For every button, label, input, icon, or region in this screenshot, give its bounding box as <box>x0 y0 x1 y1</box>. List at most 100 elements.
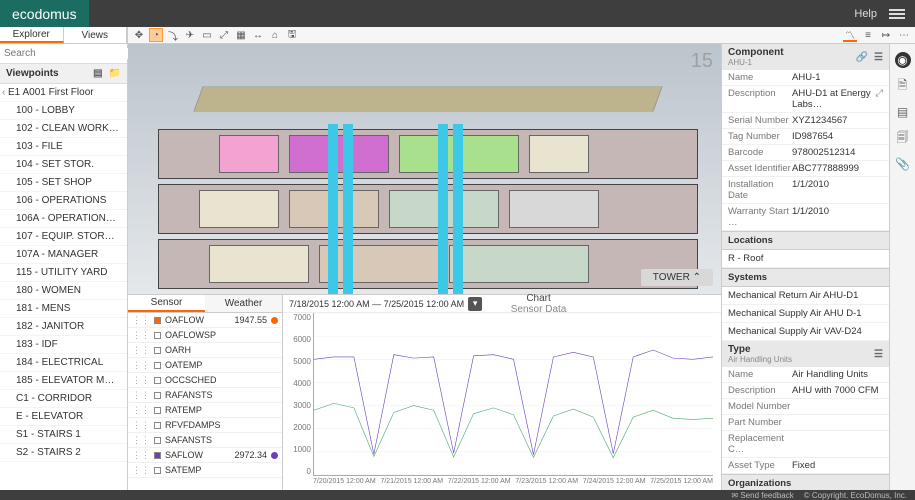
tower-button[interactable]: TOWER ⌃ <box>641 269 713 286</box>
viewpoint-item[interactable]: 182 - JANITOR <box>0 318 127 336</box>
tab-sensor[interactable]: Sensor <box>128 295 205 312</box>
chart-date-range[interactable]: 7/18/2015 12:00 AM — 7/25/2015 12:00 AM <box>289 299 464 309</box>
sensor-item[interactable]: ⋮⋮SAFLOW2972.34 <box>128 448 282 463</box>
drag-handle-icon[interactable]: ⋮⋮ <box>132 405 150 416</box>
sensor-item[interactable]: ⋮⋮RATEMP <box>128 403 282 418</box>
tab-views[interactable]: Views <box>64 27 128 43</box>
locations-section[interactable]: Locations <box>722 231 889 250</box>
sensor-checkbox[interactable] <box>154 347 161 354</box>
viewpoint-item[interactable]: S2 - STAIRS 2 <box>0 444 127 462</box>
viewpoint-item[interactable]: E - ELEVATOR <box>0 408 127 426</box>
tool-fly[interactable]: ✈ <box>183 28 197 42</box>
systems-section[interactable]: Systems <box>722 268 889 287</box>
strip-docs-icon[interactable]: 🗎 <box>895 78 911 94</box>
viewpoint-item[interactable]: 102 - CLEAN WORKSHOP <box>0 120 127 138</box>
drag-handle-icon[interactable]: ⋮⋮ <box>132 360 150 371</box>
vp-folder-icon[interactable]: 📁 <box>109 68 121 79</box>
strip-layers-icon[interactable]: ▤ <box>895 104 911 120</box>
link-icon[interactable]: 🔗 <box>856 52 868 63</box>
viewpoint-item[interactable]: 107A - MANAGER <box>0 246 127 264</box>
tool-measure[interactable]: ↔ <box>251 28 265 42</box>
tool-orbit[interactable]: ◔ <box>149 28 163 42</box>
chart-dots-icon[interactable]: ⋯ <box>897 28 911 42</box>
sensor-item[interactable]: ⋮⋮OAFLOW1947.55 <box>128 313 282 328</box>
drag-handle-icon[interactable]: ⋮⋮ <box>132 330 150 341</box>
list-item[interactable]: Mechanical Supply Air VAV-D24 <box>722 323 889 341</box>
sensor-checkbox[interactable] <box>154 392 161 399</box>
sensor-checkbox[interactable] <box>154 332 161 339</box>
list-item[interactable]: Mechanical Supply Air AHU D-1 <box>722 305 889 323</box>
drag-handle-icon[interactable]: ⋮⋮ <box>132 450 150 461</box>
viewpoint-item[interactable]: S1 - STAIRS 1 <box>0 426 127 444</box>
viewpoint-item[interactable]: 103 - FILE <box>0 138 127 156</box>
drag-handle-icon[interactable]: ⋮⋮ <box>132 435 150 446</box>
expand-icon[interactable]: ⤢ <box>875 88 883 110</box>
strip-globe-icon[interactable]: ◉ <box>895 52 911 68</box>
sensor-checkbox[interactable] <box>154 377 161 384</box>
chart-out-icon[interactable]: ↦ <box>879 28 893 42</box>
help-link[interactable]: Help <box>854 8 877 20</box>
viewpoint-item[interactable]: 181 - MENS <box>0 300 127 318</box>
sensor-item[interactable]: ⋮⋮OATEMP <box>128 358 282 373</box>
sensor-checkbox[interactable] <box>154 317 161 324</box>
tool-home[interactable]: ⌂ <box>268 28 282 42</box>
strip-notes-icon[interactable]: 🗐 <box>895 130 911 146</box>
sensor-checkbox[interactable] <box>154 452 161 459</box>
strip-clip-icon[interactable]: 📎 <box>895 156 911 172</box>
drag-handle-icon[interactable]: ⋮⋮ <box>132 375 150 386</box>
sensor-checkbox[interactable] <box>154 362 161 369</box>
tool-save-view[interactable]: 🖫 <box>285 28 299 42</box>
copyright: © Copyright. EcoDomus, Inc. <box>804 491 907 500</box>
drag-handle-icon[interactable]: ⋮⋮ <box>132 345 150 356</box>
viewpoint-item[interactable]: C1 - CORRIDOR <box>0 390 127 408</box>
sensor-checkbox[interactable] <box>154 407 161 414</box>
3d-viewport[interactable]: 15 <box>128 44 721 294</box>
sensor-checkbox[interactable] <box>154 467 161 474</box>
list-item[interactable]: Mechanical Return Air AHU-D1 <box>722 287 889 305</box>
chart-bar-icon[interactable]: ≡ <box>861 28 875 42</box>
drag-handle-icon[interactable]: ⋮⋮ <box>132 390 150 401</box>
search-input[interactable] <box>4 48 136 59</box>
sensor-checkbox[interactable] <box>154 437 161 444</box>
date-dropdown-icon[interactable]: ▾ <box>468 297 482 311</box>
viewpoint-item[interactable]: 104 - SET STOR. <box>0 156 127 174</box>
sensor-item[interactable]: ⋮⋮RFVFDAMPS <box>128 418 282 433</box>
tool-section[interactable]: ▭ <box>200 28 214 42</box>
tool-look[interactable]: ⤵ <box>166 28 180 42</box>
drag-handle-icon[interactable]: ⋮⋮ <box>132 315 150 326</box>
type-settings-icon[interactable]: ☰ <box>874 349 883 360</box>
viewpoint-item[interactable]: 184 - ELECTRICAL <box>0 354 127 372</box>
viewpoint-item[interactable]: 105 - SET SHOP <box>0 174 127 192</box>
sensor-item[interactable]: ⋮⋮SAFANSTS <box>128 433 282 448</box>
vp-list-icon[interactable]: ▤ <box>93 68 102 79</box>
viewpoint-item[interactable]: 107 - EQUIP. STORAGE <box>0 228 127 246</box>
settings-icon[interactable]: ☰ <box>874 52 883 63</box>
viewpoint-item[interactable]: 180 - WOMEN <box>0 282 127 300</box>
viewpoint-item[interactable]: 115 - UTILITY YARD <box>0 264 127 282</box>
tab-explorer[interactable]: Explorer <box>0 27 64 43</box>
feedback-link[interactable]: ✉ Send feedback <box>731 491 793 500</box>
chart-plot[interactable] <box>313 313 713 476</box>
list-item[interactable]: R - Roof <box>722 250 889 268</box>
chart-line-icon[interactable]: 〽 <box>843 28 857 42</box>
sensor-item[interactable]: ⋮⋮SATEMP <box>128 463 282 478</box>
sensor-item[interactable]: ⋮⋮RAFANSTS <box>128 388 282 403</box>
viewpoint-item[interactable]: 185 - ELEVATOR MACHINE ROOM <box>0 372 127 390</box>
sensor-item[interactable]: ⋮⋮OCCSCHED <box>128 373 282 388</box>
drag-handle-icon[interactable]: ⋮⋮ <box>132 420 150 431</box>
hamburger-icon[interactable] <box>889 9 905 19</box>
tool-select[interactable]: ▦ <box>234 28 248 42</box>
tab-weather[interactable]: Weather <box>205 295 282 312</box>
viewpoint-item[interactable]: 106A - OPERATIONS MANAGER <box>0 210 127 228</box>
tool-move[interactable]: ✥ <box>132 28 146 42</box>
viewpoint-item[interactable]: E1 A001 First Floor <box>0 84 127 102</box>
sensor-item[interactable]: ⋮⋮OAFLOWSP <box>128 328 282 343</box>
sensor-checkbox[interactable] <box>154 422 161 429</box>
viewpoint-item[interactable]: 106 - OPERATIONS <box>0 192 127 210</box>
drag-handle-icon[interactable]: ⋮⋮ <box>132 465 150 476</box>
sensor-item[interactable]: ⋮⋮OARH <box>128 343 282 358</box>
tool-zoom-extent[interactable]: ⤢ <box>217 28 231 42</box>
viewpoint-item[interactable]: 183 - IDF <box>0 336 127 354</box>
org-section[interactable]: Organizations <box>722 474 889 490</box>
viewpoint-item[interactable]: 100 - LOBBY <box>0 102 127 120</box>
